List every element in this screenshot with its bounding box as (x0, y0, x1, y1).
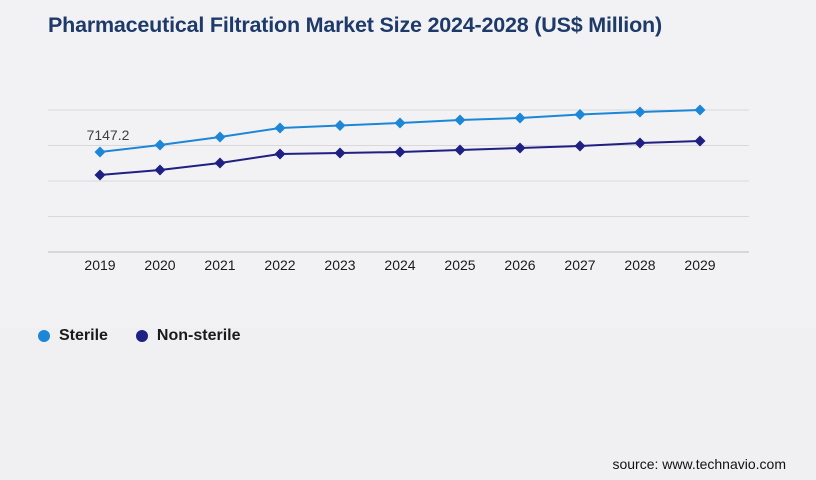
svg-text:2027: 2027 (564, 257, 595, 273)
svg-text:2025: 2025 (444, 257, 475, 273)
svg-text:2026: 2026 (504, 257, 535, 273)
chart-legend: Sterile Non-sterile (38, 325, 241, 347)
svg-text:2021: 2021 (204, 257, 235, 273)
svg-text:2024: 2024 (384, 257, 415, 273)
footer-band (0, 328, 816, 480)
market-size-line-chart: 2019 2020 2021 2022 2023 2024 2025 2026 2027 2028… (0, 85, 816, 290)
svg-text:7147.2: 7147.2 (87, 127, 130, 143)
svg-text:2028: 2028 (624, 257, 655, 273)
legend-item-sterile: Sterile (38, 325, 108, 347)
source-attribution: source: www.technavio.com (612, 456, 786, 472)
svg-text:2019: 2019 (84, 257, 115, 273)
sterile-series-dot-icon (38, 330, 50, 342)
legend-label-non-sterile: Non-sterile (156, 327, 241, 344)
svg-text:2029: 2029 (684, 257, 715, 273)
svg-text:2020: 2020 (144, 257, 175, 273)
legend-label-sterile: Sterile (59, 327, 108, 344)
legend-item-non-sterile: Non-sterile (135, 325, 241, 347)
svg-text:2022: 2022 (264, 257, 295, 273)
chart-canvas: 2019 2020 2021 2022 2023 2024 2025 2026 2027 2028… (48, 104, 749, 273)
non-sterile-series-dot-icon (135, 330, 148, 342)
chart-title: Pharmaceutical Filtration Market Size 20… (48, 13, 662, 37)
svg-text:2023: 2023 (324, 257, 355, 273)
